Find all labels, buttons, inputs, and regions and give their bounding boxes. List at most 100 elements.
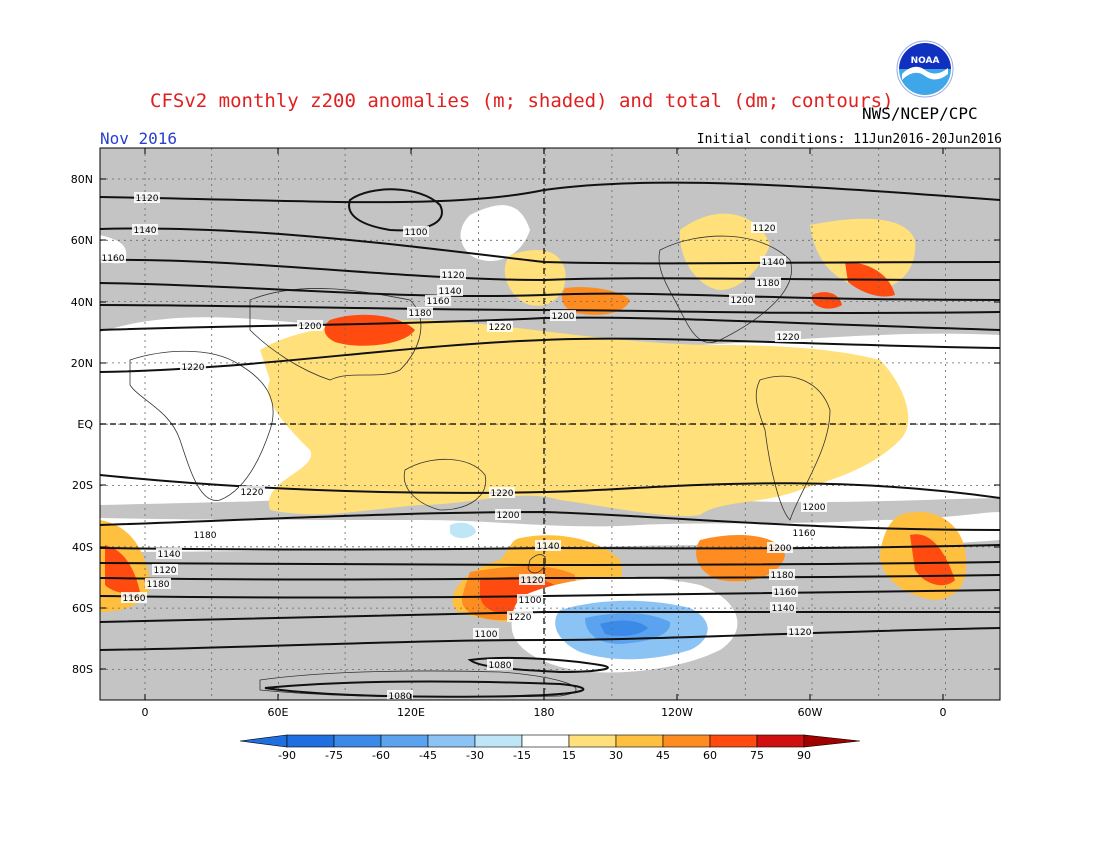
- positive-anomaly-north-america: [679, 213, 770, 290]
- contour-label: 1080: [489, 661, 512, 671]
- height-contour-line: [100, 304, 1000, 314]
- contour-label: 1140: [772, 604, 795, 614]
- positive-anomaly-atlantic-small: [812, 292, 842, 309]
- noaa-logo-text: NOAA: [911, 56, 940, 66]
- longitude-label: 120W: [661, 706, 693, 719]
- colorbar-tick-label: -15: [513, 749, 531, 762]
- height-contour-line: [348, 188, 443, 232]
- contour-label-bg: [132, 224, 158, 235]
- contour-label: 1220: [241, 488, 264, 498]
- contour-label-bg: [156, 548, 182, 559]
- colorbar-tick-label: -75: [325, 749, 343, 762]
- latitude-label: 60S: [72, 602, 93, 615]
- contour-label-bg: [403, 226, 429, 237]
- contour-label: 1100: [519, 596, 542, 606]
- height-contour-line: [100, 337, 1000, 373]
- contour-label: 1220: [509, 613, 532, 623]
- contour-label-bg: [239, 486, 265, 497]
- colorbar: -90 -75 -60 -45 -30 -15 15 30 45 60 75 90: [239, 734, 861, 762]
- contour-label-bg: [134, 192, 160, 203]
- contour-label: 1140: [762, 258, 785, 268]
- height-contour-line: [100, 627, 1000, 651]
- contour-label-bg: [769, 569, 795, 580]
- contour-label-bg: [407, 307, 433, 318]
- colorbar-tick-label: -60: [372, 749, 390, 762]
- colorbar-low-arrow: [239, 734, 288, 748]
- longitude-label: 180: [534, 706, 555, 719]
- contour-label: 1200: [731, 296, 754, 306]
- colorbar-swatch: [286, 734, 335, 748]
- positive-anomaly-south-atlantic-core: [105, 545, 140, 594]
- contour-label-bg: [729, 294, 755, 305]
- asia-outline: [249, 288, 422, 381]
- longitude-label: 60W: [798, 706, 823, 719]
- contour-label: 1100: [475, 630, 498, 640]
- contour-label: 1200: [552, 312, 575, 322]
- contour-label: 1120: [789, 628, 812, 638]
- longitude-labels: 0 60E 120E 180 120W 60W 0: [142, 706, 947, 719]
- height-contour-line: [100, 316, 1000, 331]
- height-contour-line: [100, 227, 1000, 265]
- contour-label-bg: [180, 361, 206, 372]
- contour-label: 1200: [769, 544, 792, 554]
- colorbar-swatch: [380, 734, 429, 748]
- colorbar-tick-label: 60: [703, 749, 717, 762]
- contour-label-bg: [145, 578, 171, 589]
- contour-label-bg: [495, 509, 521, 520]
- height-contour-line: [100, 610, 1000, 623]
- africa-outline: [129, 350, 274, 501]
- north-america-outline: [658, 235, 792, 343]
- latitude-label: EQ: [77, 418, 93, 431]
- contour-label: 1080: [389, 692, 412, 702]
- latitude-label: 40N: [71, 296, 93, 309]
- longitude-label: 0: [940, 706, 947, 719]
- contour-label: 1220: [489, 323, 512, 333]
- positive-anomaly-north-atlantic: [810, 218, 916, 290]
- negative-anomaly-60-75: [600, 620, 648, 636]
- colorbar-swatch: [333, 734, 382, 748]
- contour-label: 1120: [753, 224, 776, 234]
- contour-label-bg: [387, 690, 413, 701]
- contour-label: 1120: [521, 576, 544, 586]
- noaa-logo: NOAA: [896, 40, 954, 98]
- contour-label-bg: [535, 540, 561, 551]
- colorbar-tick-label: 75: [750, 749, 764, 762]
- latitude-labels: 80N 60N 40N 20N EQ 20S 40S 60S 80S: [71, 173, 94, 676]
- contour-label: 1220: [182, 363, 205, 373]
- graticule: [100, 148, 1000, 700]
- contour-label-bg: [297, 320, 323, 331]
- longitude-label: 0: [142, 706, 149, 719]
- contour-label-bg: [751, 222, 777, 233]
- contour-label: 1180: [771, 571, 794, 581]
- contour-label-bg: [507, 611, 533, 622]
- colorbar-tick-label: 90: [797, 749, 811, 762]
- initial-conditions: Initial conditions: 11Jun2016-20Jun2016: [696, 132, 1002, 147]
- contour-label: 1120: [136, 194, 159, 204]
- contour-label: 1180: [147, 580, 170, 590]
- negative-anomaly-small: [450, 522, 476, 539]
- contour-label: 1140: [439, 287, 462, 297]
- colorbar-swatch: [521, 734, 570, 748]
- colorbar-swatch: [474, 734, 523, 748]
- contour-label: 1200: [803, 503, 826, 513]
- latitude-label: 80N: [71, 173, 93, 186]
- height-contour-line: [100, 181, 1000, 204]
- latitude-label: 60N: [71, 234, 93, 247]
- positive-anomaly-north-pacific: [504, 250, 566, 306]
- contour-label: 1160: [102, 254, 125, 264]
- positive-anomaly-15-30-tropics: [260, 320, 909, 517]
- contour-label-bg: [519, 574, 545, 585]
- contour-label-bg: [755, 277, 781, 288]
- contour-label: 1200: [497, 511, 520, 521]
- contour-label: 1160: [793, 529, 816, 539]
- height-contour-line: [100, 282, 1000, 301]
- contour-label-bg: [760, 256, 786, 267]
- contour-label: 1140: [134, 226, 157, 236]
- height-contour-line: [100, 510, 1000, 531]
- contour-label: 1140: [158, 550, 181, 560]
- contour-label-bg: [192, 529, 218, 540]
- colorbar-tick-label: -45: [419, 749, 437, 762]
- contour-label: 1120: [154, 566, 177, 576]
- contour-label-bg: [487, 321, 513, 332]
- contour-label: 1200: [299, 322, 322, 332]
